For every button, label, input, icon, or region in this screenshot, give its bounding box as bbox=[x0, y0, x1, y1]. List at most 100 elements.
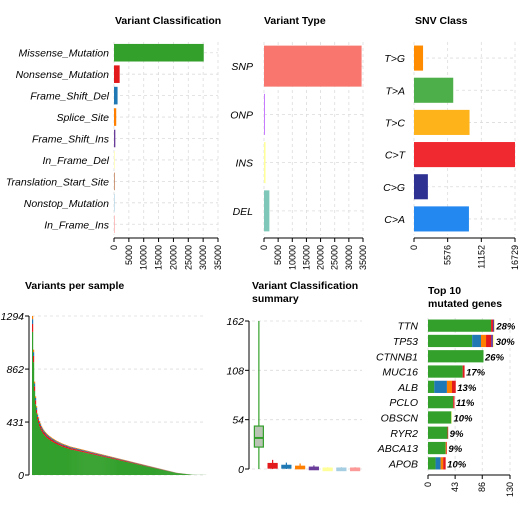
variants_per_sample-sample-bar bbox=[85, 452, 87, 475]
variants_per_sample-sample-bar bbox=[42, 430, 45, 432]
variants_per_sample-sample-bar bbox=[45, 437, 48, 475]
variants_per_sample-sample-bar bbox=[33, 383, 36, 387]
variants_per_sample-sample-bar bbox=[108, 457, 110, 458]
variants_per_sample-sample-bar bbox=[37, 423, 40, 475]
variants_per_sample-sample-bar bbox=[87, 452, 89, 454]
variants_per_sample-sample-bar bbox=[71, 447, 73, 449]
top10_mutated_genes-gene-label: MUC16 bbox=[382, 367, 418, 379]
variants_per_sample-sample-bar bbox=[54, 439, 57, 441]
variants_per_sample-sample-bar bbox=[73, 447, 75, 449]
variants_per_sample-sample-bar bbox=[162, 469, 164, 475]
variants_per_sample-sample-bar bbox=[82, 452, 84, 475]
variants_per_sample-sample-bar bbox=[131, 462, 133, 464]
variants_per_sample-sample-bar bbox=[80, 449, 82, 451]
variants_per_sample-sample-bar bbox=[54, 441, 57, 444]
variants_per_sample-sample-bar bbox=[37, 417, 40, 419]
variants_per_sample-sample-bar bbox=[149, 467, 151, 475]
variants_per_sample-sample-bar bbox=[141, 465, 143, 475]
variants_per_sample-sample-bar bbox=[84, 451, 86, 453]
variants_per_sample-sample-bar bbox=[45, 434, 48, 436]
variants_per_sample-sample-bar bbox=[128, 462, 130, 475]
top10_mutated_genes-x-tick-label: 130 bbox=[505, 482, 515, 497]
top10_mutated_genes-gene-label: TP53 bbox=[393, 336, 418, 348]
variant_classification-category-label: Nonstop_Mutation bbox=[24, 198, 109, 210]
snv_class-bar bbox=[414, 109, 470, 135]
variants_per_sample-sample-bar bbox=[35, 413, 38, 475]
top10_mutated_genes-bar-segment bbox=[486, 334, 492, 348]
top10_mutated_genes-x-tick-label: 0 bbox=[423, 482, 433, 487]
variants_per_sample-sample-bar bbox=[112, 457, 114, 459]
top10_mutated_genes-percent-label: 26% bbox=[484, 352, 505, 363]
variants_per_sample-sample-bar bbox=[63, 447, 66, 475]
variants_per_sample-sample-bar bbox=[32, 323, 34, 332]
variant_classification-category-label: Frame_Shift_Del bbox=[30, 91, 109, 103]
variants_per_sample-sample-bar bbox=[133, 463, 135, 475]
top10_mutated_genes-bar-segment bbox=[492, 334, 495, 348]
variant_type-category-label: INS bbox=[235, 158, 253, 170]
variant_classification-bar bbox=[114, 43, 204, 62]
variants_per_sample-sample-bar bbox=[75, 447, 77, 449]
variant_type-x-tick-label: 10000 bbox=[287, 245, 297, 270]
variants_per_sample-sample-bar bbox=[37, 420, 40, 424]
variants_per_sample-sample-bar bbox=[110, 457, 112, 459]
variants_per_sample-sample-bar bbox=[102, 455, 104, 456]
variants_per_sample-sample-bar bbox=[61, 445, 64, 447]
variants_per_sample-sample-bar bbox=[49, 438, 52, 441]
variants_per_sample-sample-bar bbox=[63, 444, 66, 446]
variants_per_sample-sample-bar bbox=[140, 464, 142, 466]
variants_per_sample-sample-bar bbox=[43, 432, 46, 436]
variants_per_sample-sample-bar bbox=[143, 465, 145, 475]
variants_per_sample-sample-bar bbox=[52, 439, 55, 441]
variants_per_sample-sample-bar bbox=[100, 454, 102, 456]
variants_per_sample-sample-bar bbox=[166, 470, 168, 475]
variants_per_sample-sample-bar bbox=[82, 449, 84, 451]
variants_per_sample-sample-bar bbox=[104, 457, 106, 475]
variants_per_sample-sample-bar bbox=[33, 386, 36, 391]
variants_per_sample-sample-bar bbox=[83, 451, 85, 453]
variants_per_sample-sample-bar bbox=[61, 443, 64, 445]
variants_per_sample-sample-bar bbox=[43, 435, 46, 475]
variants_per_sample-sample-bar bbox=[130, 462, 132, 475]
variants_per_sample-sample-bar bbox=[60, 443, 63, 444]
variants_per_sample-y-tick-label: 862 bbox=[6, 364, 24, 376]
variants_per_sample-sample-bar bbox=[67, 447, 69, 449]
variant_type-title: Variant Type bbox=[264, 15, 326, 27]
variants_per_sample-sample-bar bbox=[116, 458, 118, 459]
variants_per_sample-sample-bar bbox=[125, 460, 127, 462]
variants_per_sample-sample-bar bbox=[81, 449, 83, 450]
variant_type-x-tick-label: 25000 bbox=[330, 245, 340, 270]
variant_classification-bar bbox=[114, 108, 117, 126]
variants_per_sample-sample-bar bbox=[44, 432, 47, 435]
top10_mutated_genes-x-tick-label: 86 bbox=[477, 482, 487, 492]
variants_per_sample-sample-bar bbox=[39, 428, 42, 475]
variants_per_sample-sample-bar bbox=[121, 460, 123, 475]
variants_per_sample-sample-bar bbox=[138, 464, 140, 475]
snv_class-x-tick-label: 16729 bbox=[510, 245, 520, 270]
variants_per_sample-sample-bar bbox=[58, 442, 61, 444]
variants_per_sample-sample-bar bbox=[92, 453, 94, 455]
variants_per_sample-sample-bar bbox=[174, 472, 176, 475]
variants_per_sample-sample-bar bbox=[112, 458, 114, 475]
variants_per_sample-sample-bar bbox=[125, 461, 127, 475]
top10_mutated_genes-bar-segment bbox=[428, 380, 435, 393]
variants_per_sample-sample-bar bbox=[63, 444, 66, 445]
variants_per_sample-sample-bar bbox=[43, 431, 46, 433]
variants_per_sample-sample-bar bbox=[165, 470, 167, 475]
variants_per_sample-sample-bar bbox=[168, 471, 170, 475]
variants_per_sample-sample-bar bbox=[72, 450, 74, 475]
variants_per_sample-sample-bar bbox=[46, 436, 49, 439]
variants_per_sample-sample-bar bbox=[90, 453, 92, 475]
variants_per_sample-sample-bar bbox=[85, 451, 87, 453]
variants_per_sample-sample-bar bbox=[109, 456, 111, 458]
variant_classification-bar bbox=[114, 151, 115, 169]
variants_per_sample-sample-bar bbox=[99, 455, 101, 475]
variants_per_sample-sample-bar bbox=[141, 464, 143, 466]
variants_per_sample-sample-bar bbox=[48, 436, 51, 438]
variants_per_sample-sample-bar bbox=[115, 459, 117, 475]
variants_per_sample-sample-bar bbox=[126, 461, 128, 475]
variants_per_sample-sample-bar bbox=[42, 429, 45, 431]
variants_per_sample-sample-bar bbox=[32, 355, 35, 363]
variants_per_sample-sample-bar bbox=[101, 455, 103, 457]
